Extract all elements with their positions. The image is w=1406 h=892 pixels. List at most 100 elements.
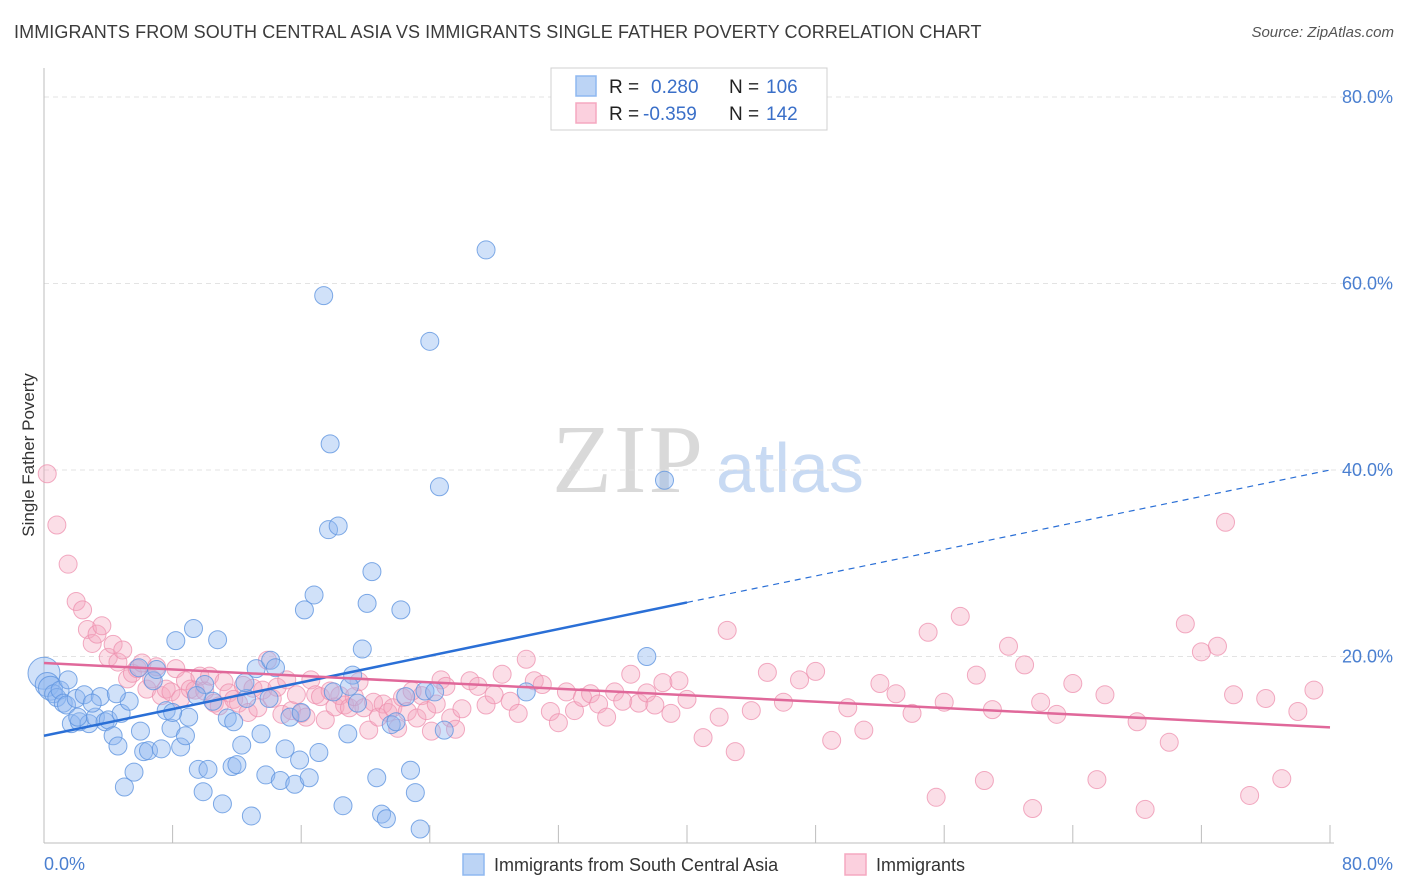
bottom-legend-label-series1: Immigrants from South Central Asia — [494, 855, 779, 875]
south-central-asia-point-90 — [654, 470, 674, 490]
immigrants-point-118 — [790, 670, 810, 690]
bottom-legend-label-series2: Immigrants — [876, 855, 965, 875]
south-central-asia-point-98 — [259, 688, 279, 708]
south-central-asia-point-65 — [328, 516, 348, 536]
immigrants-point-77 — [426, 694, 446, 714]
y-tick-label-0: 80.0% — [1342, 87, 1393, 107]
immigrants-point-2 — [58, 554, 78, 574]
south-central-asia-point-104 — [235, 673, 255, 693]
south-central-asia-point-89 — [637, 647, 657, 666]
x-tick-label-1: 80.0% — [1342, 854, 1393, 874]
immigrants-point-115 — [741, 701, 761, 721]
watermark-zip: ZIP — [552, 406, 705, 514]
south-central-asia-point-69 — [347, 693, 367, 713]
south-central-asia-point-28 — [151, 739, 171, 759]
chart-title: IMMIGRANTS FROM SOUTH CENTRAL ASIA VS IM… — [14, 22, 982, 42]
immigrants-point-89 — [508, 703, 528, 723]
south-central-asia-point-78 — [391, 600, 411, 620]
legend-n-value-2: 142 — [766, 104, 798, 125]
immigrants-point-138 — [1159, 732, 1179, 752]
gridlines — [44, 96, 1392, 657]
immigrants-point-6 — [82, 633, 102, 653]
immigrants-point-48 — [286, 685, 306, 705]
y-tick-label-3: 20.0% — [1342, 647, 1393, 667]
immigrants-point-147 — [1304, 680, 1324, 700]
legend-n-label-1: N = — [729, 77, 759, 98]
south-central-asia-point-73 — [367, 768, 387, 788]
south-central-asia-point-81 — [405, 783, 425, 803]
immigrants-point-104 — [629, 693, 649, 713]
south-central-asia-point-37 — [193, 782, 213, 802]
immigrants-point-114 — [725, 742, 745, 762]
immigrants-point-106 — [645, 695, 665, 715]
south-central-asia-point-99 — [291, 702, 311, 722]
immigrants-point-86 — [484, 685, 504, 705]
immigrants-point-139 — [1175, 614, 1195, 634]
immigrants-point-137 — [1127, 712, 1147, 732]
south-central-asia-point-41 — [212, 794, 232, 814]
immigrants-point-80 — [441, 708, 461, 728]
immigrants-point-95 — [556, 682, 576, 702]
legend-r-value-2: -0.359 — [643, 104, 697, 125]
correlation-legend: R = 0.280 N = 106 R = -0.359 N = 142 — [550, 67, 828, 131]
south-central-asia-point-62 — [314, 286, 334, 306]
south-central-asia-point-88 — [476, 240, 496, 260]
immigrants-point-150 — [1135, 799, 1155, 819]
immigrants-point-45 — [272, 704, 292, 724]
immigrants-point-1 — [47, 515, 67, 535]
immigrants-point-20 — [151, 686, 171, 706]
immigrants-point-103 — [621, 664, 641, 684]
south-central-asia-point-82 — [410, 819, 430, 839]
south-central-asia-point-79 — [396, 687, 416, 707]
immigrants-point-133 — [1031, 692, 1051, 712]
immigrants-point-125 — [902, 703, 922, 723]
legend-swatch-series2 — [575, 102, 597, 124]
immigrants-point-10 — [103, 634, 123, 654]
south-central-asia-point-47 — [241, 806, 261, 826]
south-central-asia-point-71 — [357, 593, 377, 613]
immigrants-point-117 — [773, 692, 793, 712]
immigrants-point-0 — [37, 464, 57, 484]
immigrants-point-69 — [388, 718, 408, 738]
y-tick-label-2: 40.0% — [1342, 460, 1393, 480]
south-central-asia-point-77 — [386, 712, 406, 732]
south-central-asia-point-84 — [420, 331, 440, 351]
south-central-asia-point-100 — [320, 434, 340, 454]
immigrants-point-122 — [854, 720, 874, 740]
south-central-asia-point-49 — [251, 724, 271, 744]
immigrants-point-120 — [822, 730, 842, 750]
south-central-asia-point-34 — [179, 707, 199, 727]
south-central-asia-point-60 — [304, 585, 324, 605]
immigrants-point-142 — [1224, 685, 1244, 705]
south-central-asia-point-7 — [57, 695, 77, 715]
south-central-asia-point-66 — [333, 796, 353, 816]
legend-n-label-2: N = — [729, 104, 759, 125]
immigrants-point-131 — [999, 636, 1018, 656]
immigrants-point-109 — [669, 671, 689, 691]
legend-r-value-1: 0.280 — [651, 77, 699, 98]
south-central-asia-point-70 — [352, 639, 372, 659]
immigrants-point-148 — [926, 787, 946, 807]
immigrants-point-123 — [870, 674, 890, 694]
south-central-asia-point-87 — [434, 720, 454, 740]
immigrants-point-73 — [407, 708, 427, 728]
south-central-asia-point-36 — [188, 759, 208, 779]
south-central-asia-point-20 — [114, 777, 134, 797]
immigrants-point-53 — [310, 687, 330, 707]
immigrants-point-87 — [492, 664, 512, 684]
south-central-asia-point-53 — [270, 771, 290, 791]
immigrants-point-128 — [950, 606, 970, 626]
immigrants-point-90 — [516, 649, 536, 669]
legend-r-label-2: R = — [609, 104, 639, 125]
south-central-asia-point-11 — [74, 685, 94, 705]
immigrants-point-40 — [248, 698, 268, 718]
axes — [43, 68, 1334, 844]
y-axis-title: Single Father Poverty — [19, 373, 38, 537]
immigrants-point-135 — [1063, 674, 1083, 694]
south-central-asia-point-52 — [265, 658, 285, 678]
series-legend: Immigrants from South Central Asia Immig… — [462, 853, 965, 876]
immigrants-point-100 — [597, 707, 617, 727]
south-central-asia-point-38 — [198, 759, 218, 779]
watermark-atlas: atlas — [716, 429, 864, 507]
